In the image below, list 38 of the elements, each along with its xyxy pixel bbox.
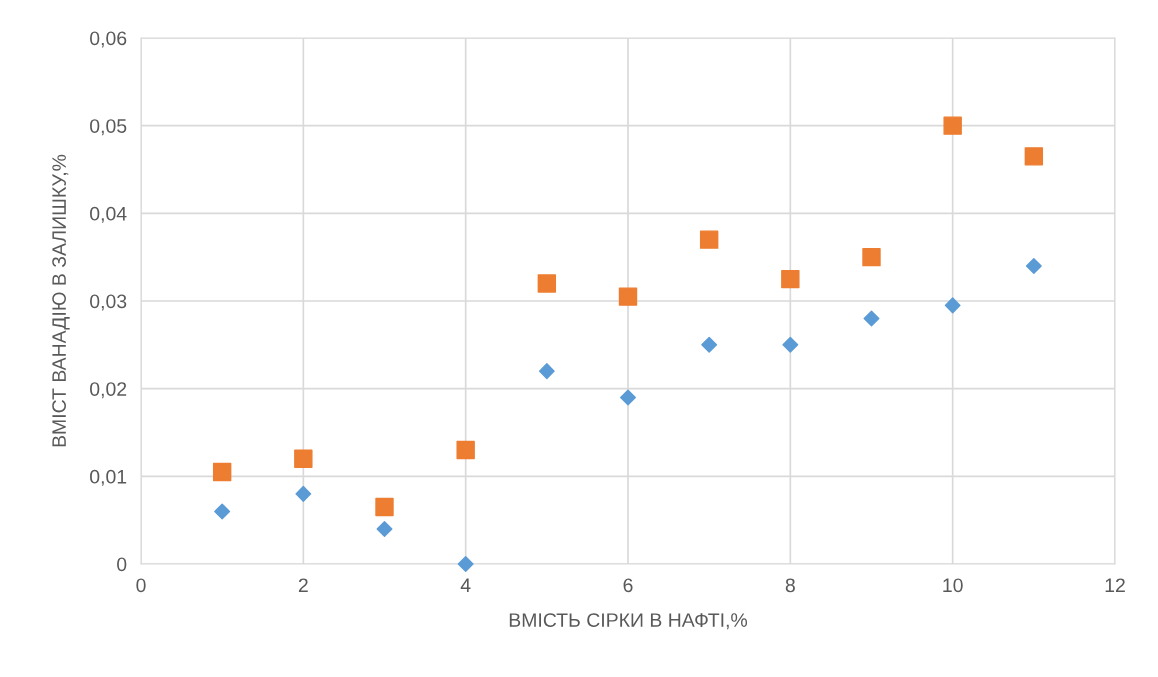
x-tick-label: 8 — [785, 578, 795, 593]
point — [1025, 257, 1042, 274]
y-tick-label: 0,05 — [90, 119, 127, 136]
y-axis-title: ВМІСТ ВАНАДІЮ В ЗАЛИШКУ,% — [52, 154, 70, 447]
y-tick-label: 0,01 — [90, 469, 127, 486]
x-tick-label: 10 — [943, 578, 963, 593]
point — [701, 336, 718, 353]
point — [294, 449, 313, 469]
x-tick-label: 2 — [298, 578, 308, 592]
x-axis-title: ВМІСТЬ СІРКИ В НАФТІ,% — [509, 613, 748, 630]
point — [944, 297, 961, 314]
point — [457, 556, 474, 572]
point — [781, 269, 800, 289]
y-tick-label: 0,03 — [90, 294, 127, 311]
point — [376, 520, 393, 537]
point — [782, 336, 799, 353]
point — [943, 116, 962, 135]
point — [456, 440, 475, 460]
point — [214, 503, 231, 520]
point — [620, 389, 636, 406]
point — [862, 247, 881, 267]
x-tick-label: 12 — [1105, 578, 1125, 592]
point — [538, 363, 555, 380]
y-tick-label: 0 — [117, 557, 127, 572]
y-tick-label: 0,04 — [90, 206, 127, 223]
point — [1024, 147, 1044, 166]
point — [699, 230, 719, 249]
x-tick-label: 4 — [460, 578, 471, 592]
point — [863, 310, 880, 327]
point — [618, 287, 638, 306]
point — [212, 462, 232, 482]
x-tick-label: 6 — [623, 578, 633, 593]
y-tick-label: 0,06 — [90, 31, 127, 48]
point — [375, 497, 394, 517]
point — [295, 485, 312, 502]
x-tick-label: 0 — [136, 578, 146, 593]
point — [537, 274, 557, 293]
y-tick-label: 0,02 — [90, 382, 127, 399]
